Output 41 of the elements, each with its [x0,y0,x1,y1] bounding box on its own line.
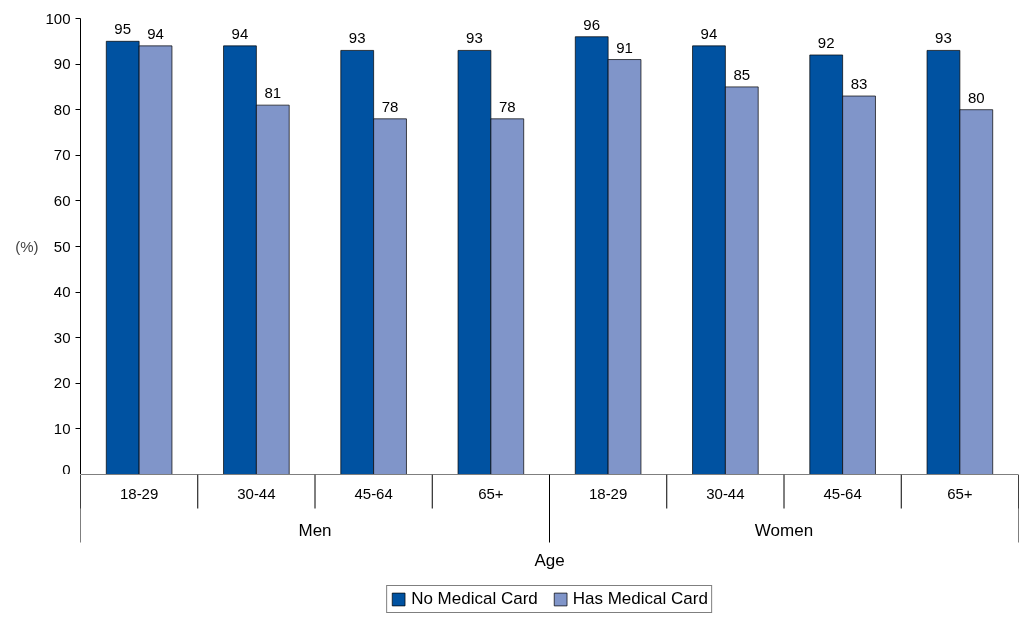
legend-label: Has Medical Card [572,589,708,609]
x-tick-label: 45-64 [823,484,862,502]
data-label: 94 [700,24,718,42]
x-tick-label: 30-44 [706,484,745,502]
data-label: 95 [114,20,132,38]
data-label: 93 [466,29,483,47]
y-tick-label: 90 [53,55,71,73]
data-label: 78 [381,97,399,115]
data-label: 81 [264,84,282,102]
y-tick-label: 0 [62,460,71,478]
data-label: 93 [935,29,952,47]
text: Men [298,521,332,540]
data-label: 94 [147,24,164,42]
y-tick-label: 20 [53,374,71,392]
y-axis-title: (%) [15,238,39,255]
data-label: 85 [733,65,751,83]
y-tick-label: 60 [53,191,71,209]
x-tick-label: 30-44 [237,484,276,502]
data-label: 94 [231,24,249,42]
y-tick-label: 10 [53,419,71,437]
x-tick-label: 65+ [478,484,504,502]
data-label: 96 [583,15,601,33]
x-tick-label: 18-29 [119,484,159,502]
data-label: 91 [616,38,633,56]
data-label: 92 [817,33,835,51]
data-label: 78 [498,97,516,115]
y-tick-label: 70 [53,146,71,164]
x-tick-label: 65+ [947,484,973,502]
y-tick-label: 40 [53,283,71,301]
x-axis-title: Age [534,551,565,570]
data-label: 80 [967,88,985,106]
text: Women [754,521,814,540]
data-label: 83 [850,75,868,93]
y-tick-label: 100 [45,9,71,27]
y-tick-label: 50 [53,237,71,255]
x-tick-label: 18-29 [588,484,628,502]
y-tick-label: 80 [53,100,71,118]
data-label: 93 [348,29,366,47]
y-tick-label: 30 [53,328,71,346]
legend-label: No Medical Card [411,589,538,609]
x-tick-label: 45-64 [354,484,393,502]
